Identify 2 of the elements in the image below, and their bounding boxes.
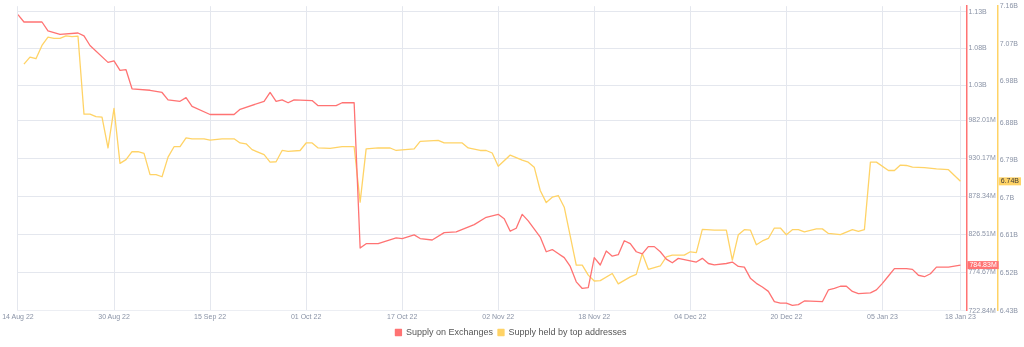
legend-label: Supply on Exchanges (405, 326, 494, 337)
legend-label: Supply held by top addresses (508, 326, 628, 337)
